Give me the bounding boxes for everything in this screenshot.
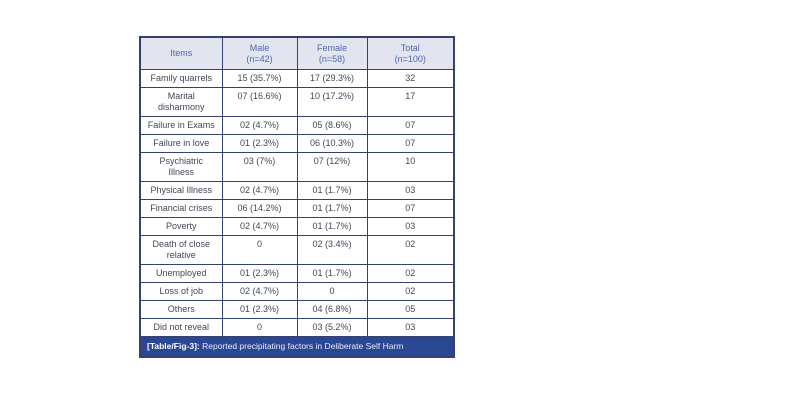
female-cell: 05 (8.6%) [296,116,368,135]
total-cell: 03 [366,318,455,337]
table-row: Psychiatric Illness 03 (7%) 07 (12%) 10 [139,152,455,182]
table-row: Family quarrels 15 (35.7%) 17 (29.3%) 32 [139,69,455,88]
column-header-subcount: (n=100) [394,53,426,64]
female-cell: 17 (29.3%) [296,69,368,88]
male-cell: 0 [221,235,298,265]
female-cell: 06 (10.3%) [296,134,368,153]
caption-prefix: [Table/Fig-3]: [147,341,200,351]
column-header-male: Male (n=42) [221,36,298,70]
female-cell: 01 (1.7%) [296,264,368,283]
male-cell: 07 (16.6%) [221,87,298,117]
table-header: Items Male (n=42) Female (n=58) Total (n… [139,36,455,70]
item-cell: Failure in Exams [139,116,223,135]
item-cell: Death of close relative [139,235,223,265]
total-cell: 07 [366,116,455,135]
column-header-female: Female (n=58) [296,36,368,70]
male-cell: 02 (4.7%) [221,282,298,301]
column-header-label: Male [249,42,270,53]
table-row: Unemployed 01 (2.3%) 01 (1.7%) 02 [139,264,455,283]
female-cell: 01 (1.7%) [296,181,368,200]
item-cell: Loss of job [139,282,223,301]
total-cell: 03 [366,181,455,200]
item-cell: Marital disharmony [139,87,223,117]
item-cell: Others [139,300,223,319]
male-cell: 01 (2.3%) [221,264,298,283]
item-cell: Financial crises [139,199,223,218]
total-cell: 17 [366,87,455,117]
female-cell: 02 (3.4%) [296,235,368,265]
item-cell: Physical Illness [139,181,223,200]
male-cell: 01 (2.3%) [221,300,298,319]
female-cell: 10 (17.2%) [296,87,368,117]
male-cell: 0 [221,318,298,337]
table-caption: [Table/Fig-3]: Reported precipitating fa… [139,336,455,358]
female-cell: 04 (6.8%) [296,300,368,319]
female-cell: 03 (5.2%) [296,318,368,337]
male-cell: 15 (35.7%) [221,69,298,88]
table-body: Family quarrels 15 (35.7%) 17 (29.3%) 32… [139,69,455,337]
column-header-label: Items [170,48,193,58]
item-cell: Family quarrels [139,69,223,88]
table-row: Did not reveal 0 03 (5.2%) 03 [139,318,455,337]
table-row: Others 01 (2.3%) 04 (6.8%) 05 [139,300,455,319]
total-cell: 05 [366,300,455,319]
total-cell: 10 [366,152,455,182]
table-row: Failure in love 01 (2.3%) 06 (10.3%) 07 [139,134,455,153]
total-cell: 02 [366,264,455,283]
male-cell: 03 (7%) [221,152,298,182]
male-cell: 06 (14.2%) [221,199,298,218]
male-cell: 02 (4.7%) [221,217,298,236]
male-cell: 02 (4.7%) [221,181,298,200]
item-cell: Poverty [139,217,223,236]
caption-text: Reported precipitating factors in Delibe… [199,341,404,351]
header-row: Items Male (n=42) Female (n=58) Total (n… [139,36,455,70]
female-cell: 01 (1.7%) [296,217,368,236]
total-cell: 03 [366,217,455,236]
table-figure: Items Male (n=42) Female (n=58) Total (n… [139,36,455,358]
column-header-subcount: (n=58) [318,53,346,64]
item-cell: Did not reveal [139,318,223,337]
table-row: Physical Illness 02 (4.7%) 01 (1.7%) 03 [139,181,455,200]
table-row: Death of close relative 0 02 (3.4%) 02 [139,235,455,265]
table-footer: [Table/Fig-3]: Reported precipitating fa… [139,336,455,358]
female-cell: 01 (1.7%) [296,199,368,218]
total-cell: 02 [366,235,455,265]
column-header-subcount: (n=42) [246,53,273,64]
item-cell: Failure in love [139,134,223,153]
item-cell: Unemployed [139,264,223,283]
total-cell: 07 [366,199,455,218]
male-cell: 01 (2.3%) [221,134,298,153]
female-cell: 0 [296,282,368,301]
total-cell: 32 [366,69,455,88]
table-row: Marital disharmony 07 (16.6%) 10 (17.2%)… [139,87,455,117]
total-cell: 07 [366,134,455,153]
total-cell: 02 [366,282,455,301]
table-row: Poverty 02 (4.7%) 01 (1.7%) 03 [139,217,455,236]
column-header-total: Total (n=100) [366,36,455,70]
column-header-label: Female [316,42,347,53]
column-header-items: Items [139,36,223,70]
caption-row: [Table/Fig-3]: Reported precipitating fa… [139,336,455,358]
precipitating-factors-table: Items Male (n=42) Female (n=58) Total (n… [139,36,455,358]
table-row: Failure in Exams 02 (4.7%) 05 (8.6%) 07 [139,116,455,135]
female-cell: 07 (12%) [296,152,368,182]
table-row: Loss of job 02 (4.7%) 0 02 [139,282,455,301]
table-row: Financial crises 06 (14.2%) 01 (1.7%) 07 [139,199,455,218]
column-header-label: Total [400,42,420,53]
item-cell: Psychiatric Illness [139,152,223,182]
male-cell: 02 (4.7%) [221,116,298,135]
